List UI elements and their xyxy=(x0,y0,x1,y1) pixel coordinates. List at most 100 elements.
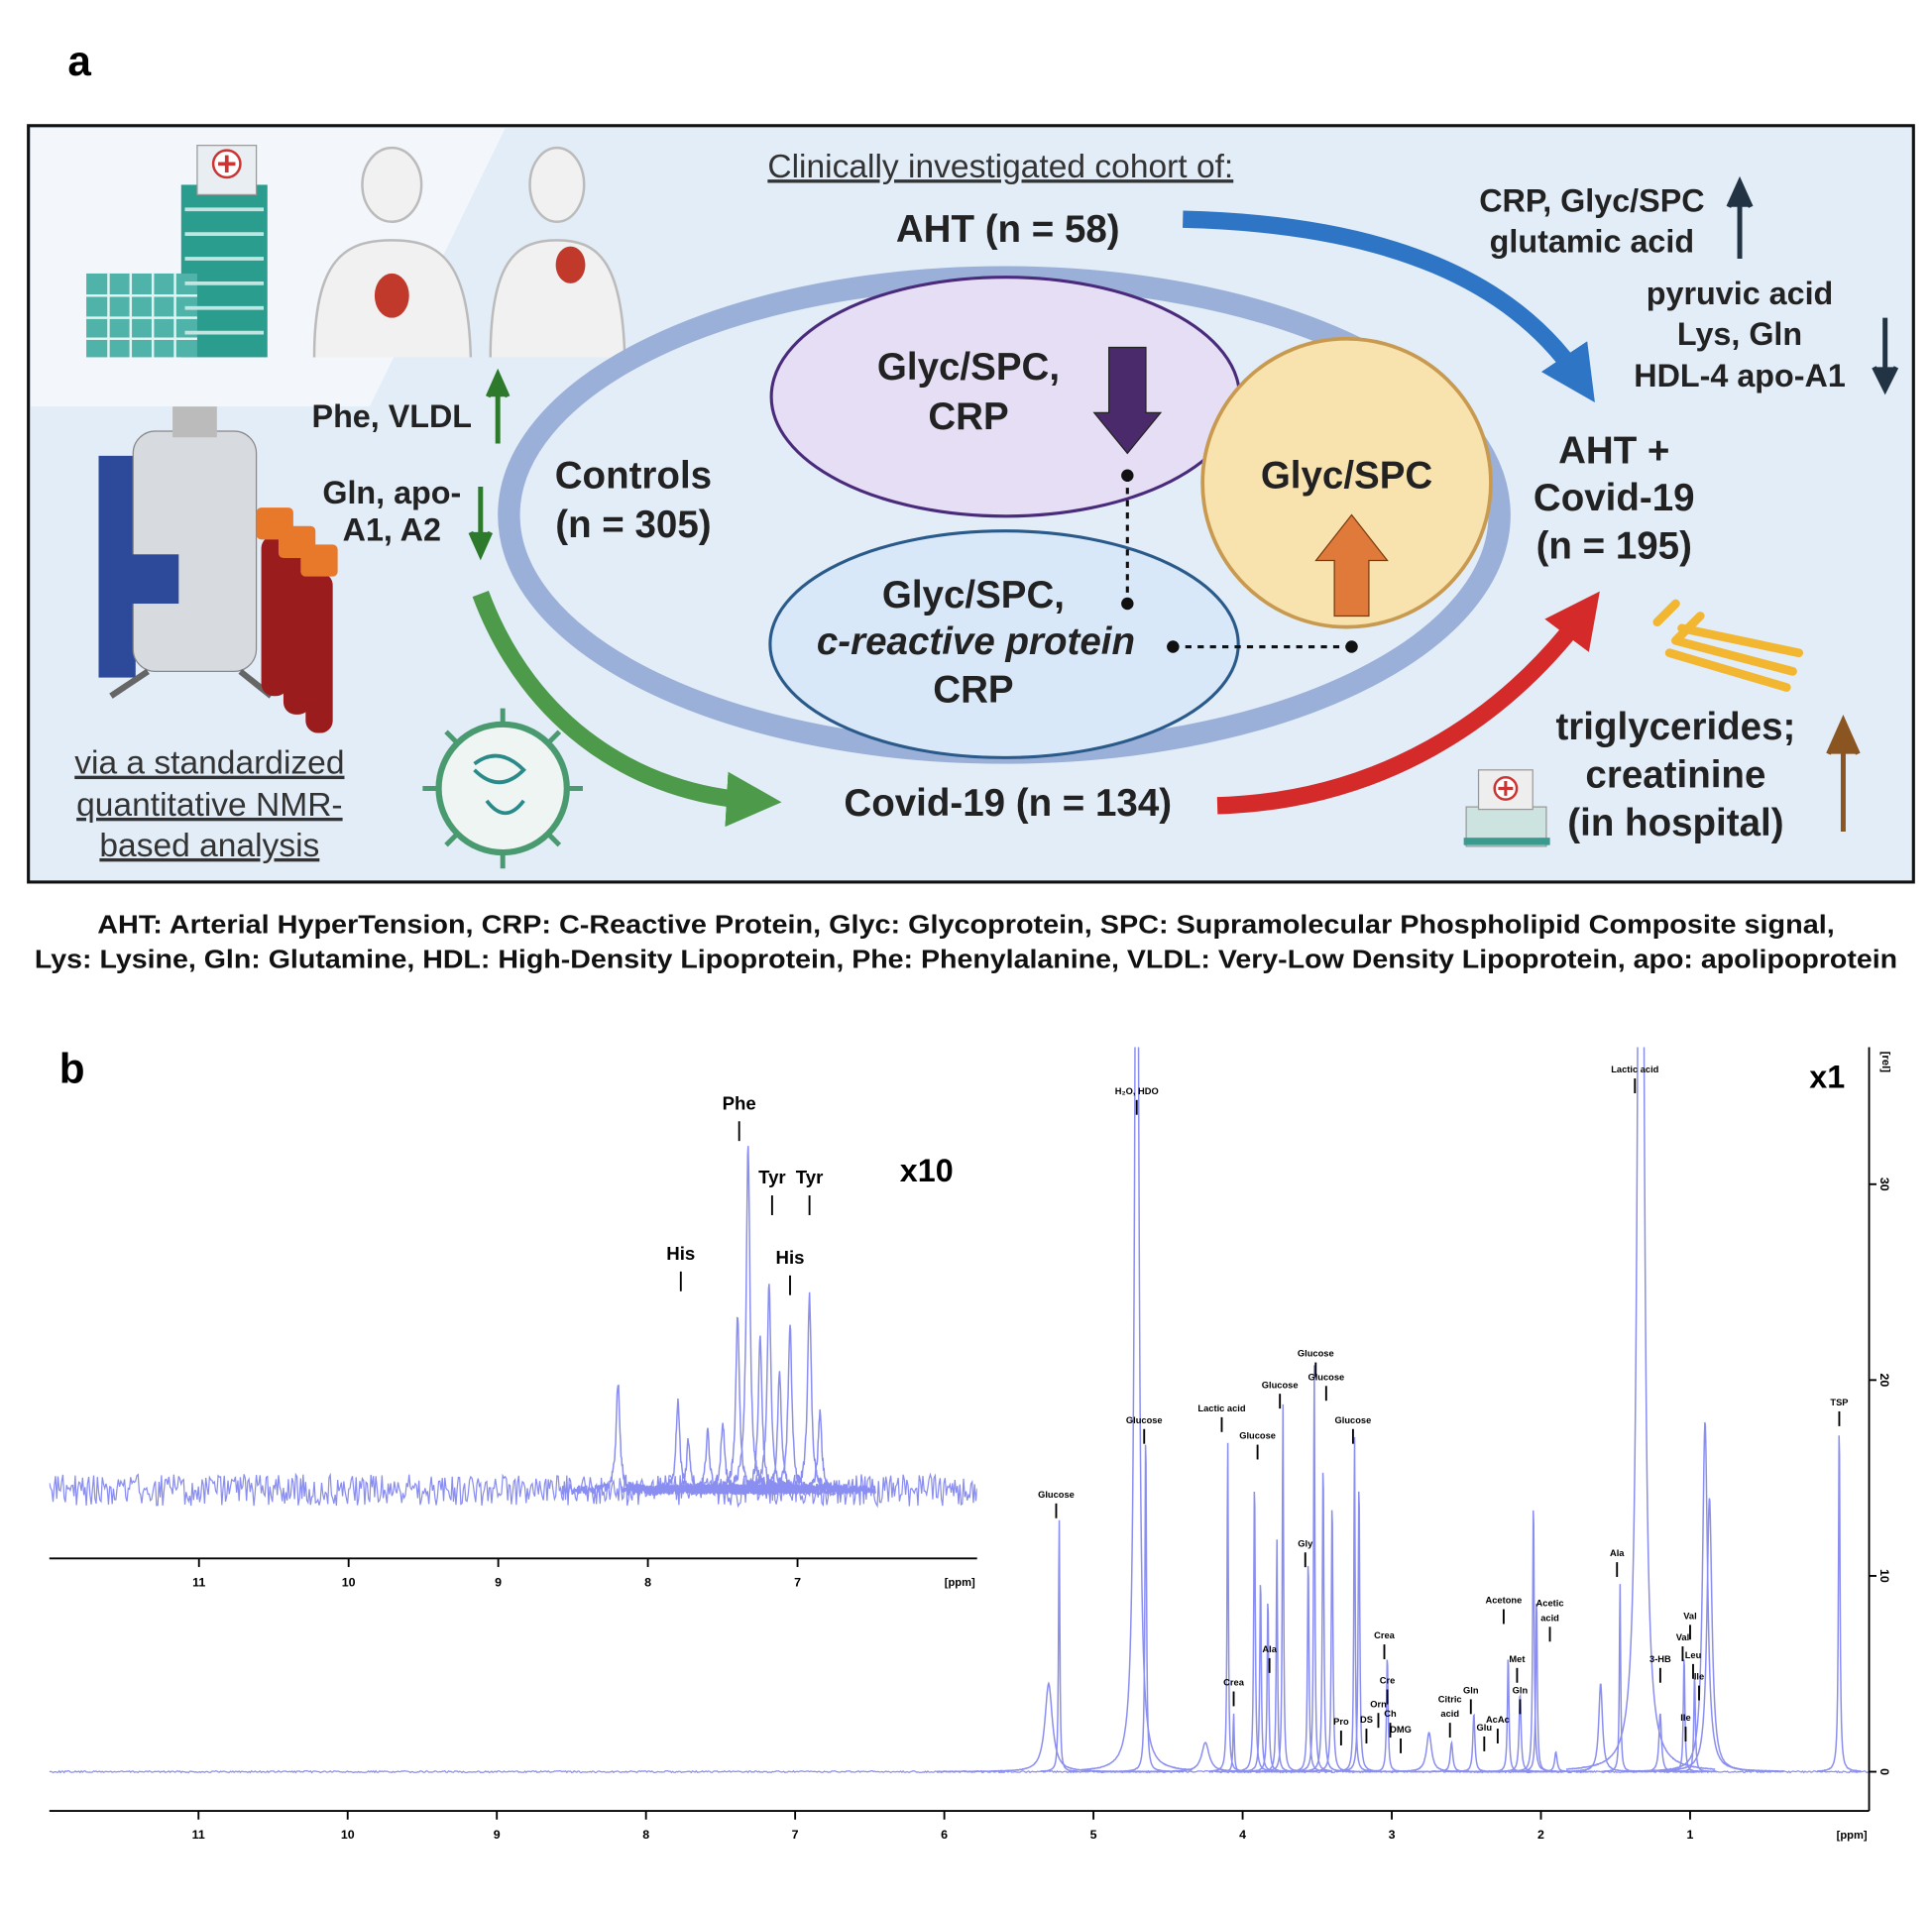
aht-markers-down: pyruvic acid xyxy=(1647,276,1833,311)
annotation: Tyr xyxy=(796,1167,824,1187)
y-tick-label: 0 xyxy=(1877,1768,1891,1775)
controls: (n = 305) xyxy=(555,504,711,546)
peak xyxy=(1080,1047,1193,1771)
controls: Controls xyxy=(555,454,712,497)
covid-effect: c-reactive protein xyxy=(817,620,1135,663)
aht-covid: AHT + xyxy=(1558,430,1669,473)
annotation: Pro xyxy=(1333,1717,1349,1727)
annotation: Phe xyxy=(723,1092,756,1113)
peak xyxy=(1635,1498,1784,1773)
peak xyxy=(1122,1444,1169,1772)
peak xyxy=(1214,1713,1253,1773)
peak xyxy=(733,1324,847,1496)
main-spectrum xyxy=(49,1047,1870,1774)
x-tick-label: 11 xyxy=(192,1575,205,1589)
annotation: Glucose xyxy=(1126,1415,1163,1425)
peak xyxy=(1208,1442,1247,1772)
covid-effect: Glyc/SPC, xyxy=(882,574,1065,617)
inset-spectrum xyxy=(49,1146,977,1509)
x-axis-label: [ppm] xyxy=(945,1577,975,1589)
x-tick-label: 5 xyxy=(1090,1828,1097,1842)
x-tick-label: 8 xyxy=(642,1828,649,1842)
hospital-markers: (in hospital) xyxy=(1567,802,1783,844)
arrow-covid xyxy=(472,591,782,828)
annotation: His xyxy=(776,1247,805,1268)
peak xyxy=(680,1316,794,1496)
method: via a standardized xyxy=(74,745,344,782)
peak xyxy=(1040,1519,1079,1773)
aht-effect: Glyc/SPC, xyxy=(877,346,1060,389)
dotted-links xyxy=(1125,475,1352,649)
annotation: Leu xyxy=(1685,1650,1702,1660)
y-label: [rel] xyxy=(1879,1052,1891,1072)
y-tick-label: 10 xyxy=(1877,1569,1891,1583)
x-tick-label: 6 xyxy=(941,1828,948,1842)
aht-markers-up: CRP, Glyc/SPC xyxy=(1479,183,1704,219)
annotation: Val xyxy=(1676,1632,1689,1642)
peak xyxy=(561,1384,675,1497)
x-tick-label: 9 xyxy=(495,1575,502,1589)
aht-covid: (n = 195) xyxy=(1536,524,1692,567)
annotation: Glucose xyxy=(1239,1431,1276,1441)
annotation: Crea xyxy=(1374,1630,1396,1640)
method: quantitative NMR- xyxy=(76,787,342,824)
annotation: Glucose xyxy=(1038,1490,1075,1500)
scale-label: x10 xyxy=(900,1153,954,1188)
annotation: acid xyxy=(1440,1709,1459,1719)
annotation: Glucose xyxy=(1307,1372,1344,1382)
annotation: Orn xyxy=(1370,1699,1387,1709)
annotation: AcAc xyxy=(1486,1715,1510,1725)
link-dots xyxy=(1121,469,1358,653)
caption: AHT: Arterial HyperTension, CRP: C-React… xyxy=(97,910,1834,940)
lipid-icon xyxy=(1652,599,1804,692)
annotation: Acetone xyxy=(1486,1596,1523,1606)
peak xyxy=(1237,1585,1283,1773)
peak xyxy=(937,1681,1161,1773)
peak xyxy=(1816,1435,1862,1773)
peak xyxy=(1518,1750,1594,1773)
controls-down: A1, A2 xyxy=(343,511,441,547)
aht-markers-down: HDL-4 apo-A1 xyxy=(1634,358,1846,393)
x-tick-label: 7 xyxy=(792,1828,799,1842)
x-tick-label: 1 xyxy=(1687,1828,1694,1842)
peak xyxy=(1671,1678,1717,1773)
peak xyxy=(1630,1421,1780,1773)
peak xyxy=(1660,1659,1707,1773)
method: based analysis xyxy=(99,828,319,864)
x-tick-label: 11 xyxy=(192,1828,205,1842)
aht-markers-down: Lys, Gln xyxy=(1677,316,1802,352)
peak xyxy=(1544,1683,1656,1773)
annotation: Tyr xyxy=(758,1167,786,1187)
annotation: acid xyxy=(1540,1613,1559,1623)
up-arrow xyxy=(1314,513,1389,617)
y-tick-label: 20 xyxy=(1877,1373,1891,1387)
controls-down: Gln, apo- xyxy=(322,475,461,510)
annotation: Gln xyxy=(1513,1686,1529,1696)
annotation: Glucose xyxy=(1298,1349,1334,1359)
people-icon xyxy=(312,146,626,358)
aht: AHT (n = 58) xyxy=(896,208,1120,251)
hospital-markers: triglycerides; xyxy=(1555,706,1795,748)
annotation: Lactic acid xyxy=(1611,1065,1658,1074)
peak xyxy=(1257,1539,1296,1773)
peak xyxy=(1295,1365,1333,1772)
peak xyxy=(762,1408,877,1497)
annotation: Ala xyxy=(1610,1548,1625,1558)
annotation: Met xyxy=(1509,1654,1525,1664)
small-hospital-icon xyxy=(1463,769,1550,847)
x-tick-label: 2 xyxy=(1537,1828,1544,1842)
x-axis-label: [ppm] xyxy=(1837,1830,1868,1842)
tubes-icon xyxy=(256,507,338,733)
scale-label: x1 xyxy=(1809,1059,1845,1094)
x-tick-label: 3 xyxy=(1389,1828,1396,1842)
annotation: Gln xyxy=(1463,1686,1479,1696)
annotation: Ile xyxy=(1680,1713,1690,1723)
annotation: DS xyxy=(1360,1715,1373,1725)
covid: Covid-19 (n = 134) xyxy=(844,782,1172,825)
baseline-noise xyxy=(49,1472,977,1509)
annotation: Cre xyxy=(1380,1676,1396,1686)
annotation: Lactic acid xyxy=(1197,1403,1245,1413)
label: b xyxy=(59,1045,85,1091)
caption: Lys: Lysine, Gln: Glutamine, HDL: High-D… xyxy=(35,944,1897,973)
